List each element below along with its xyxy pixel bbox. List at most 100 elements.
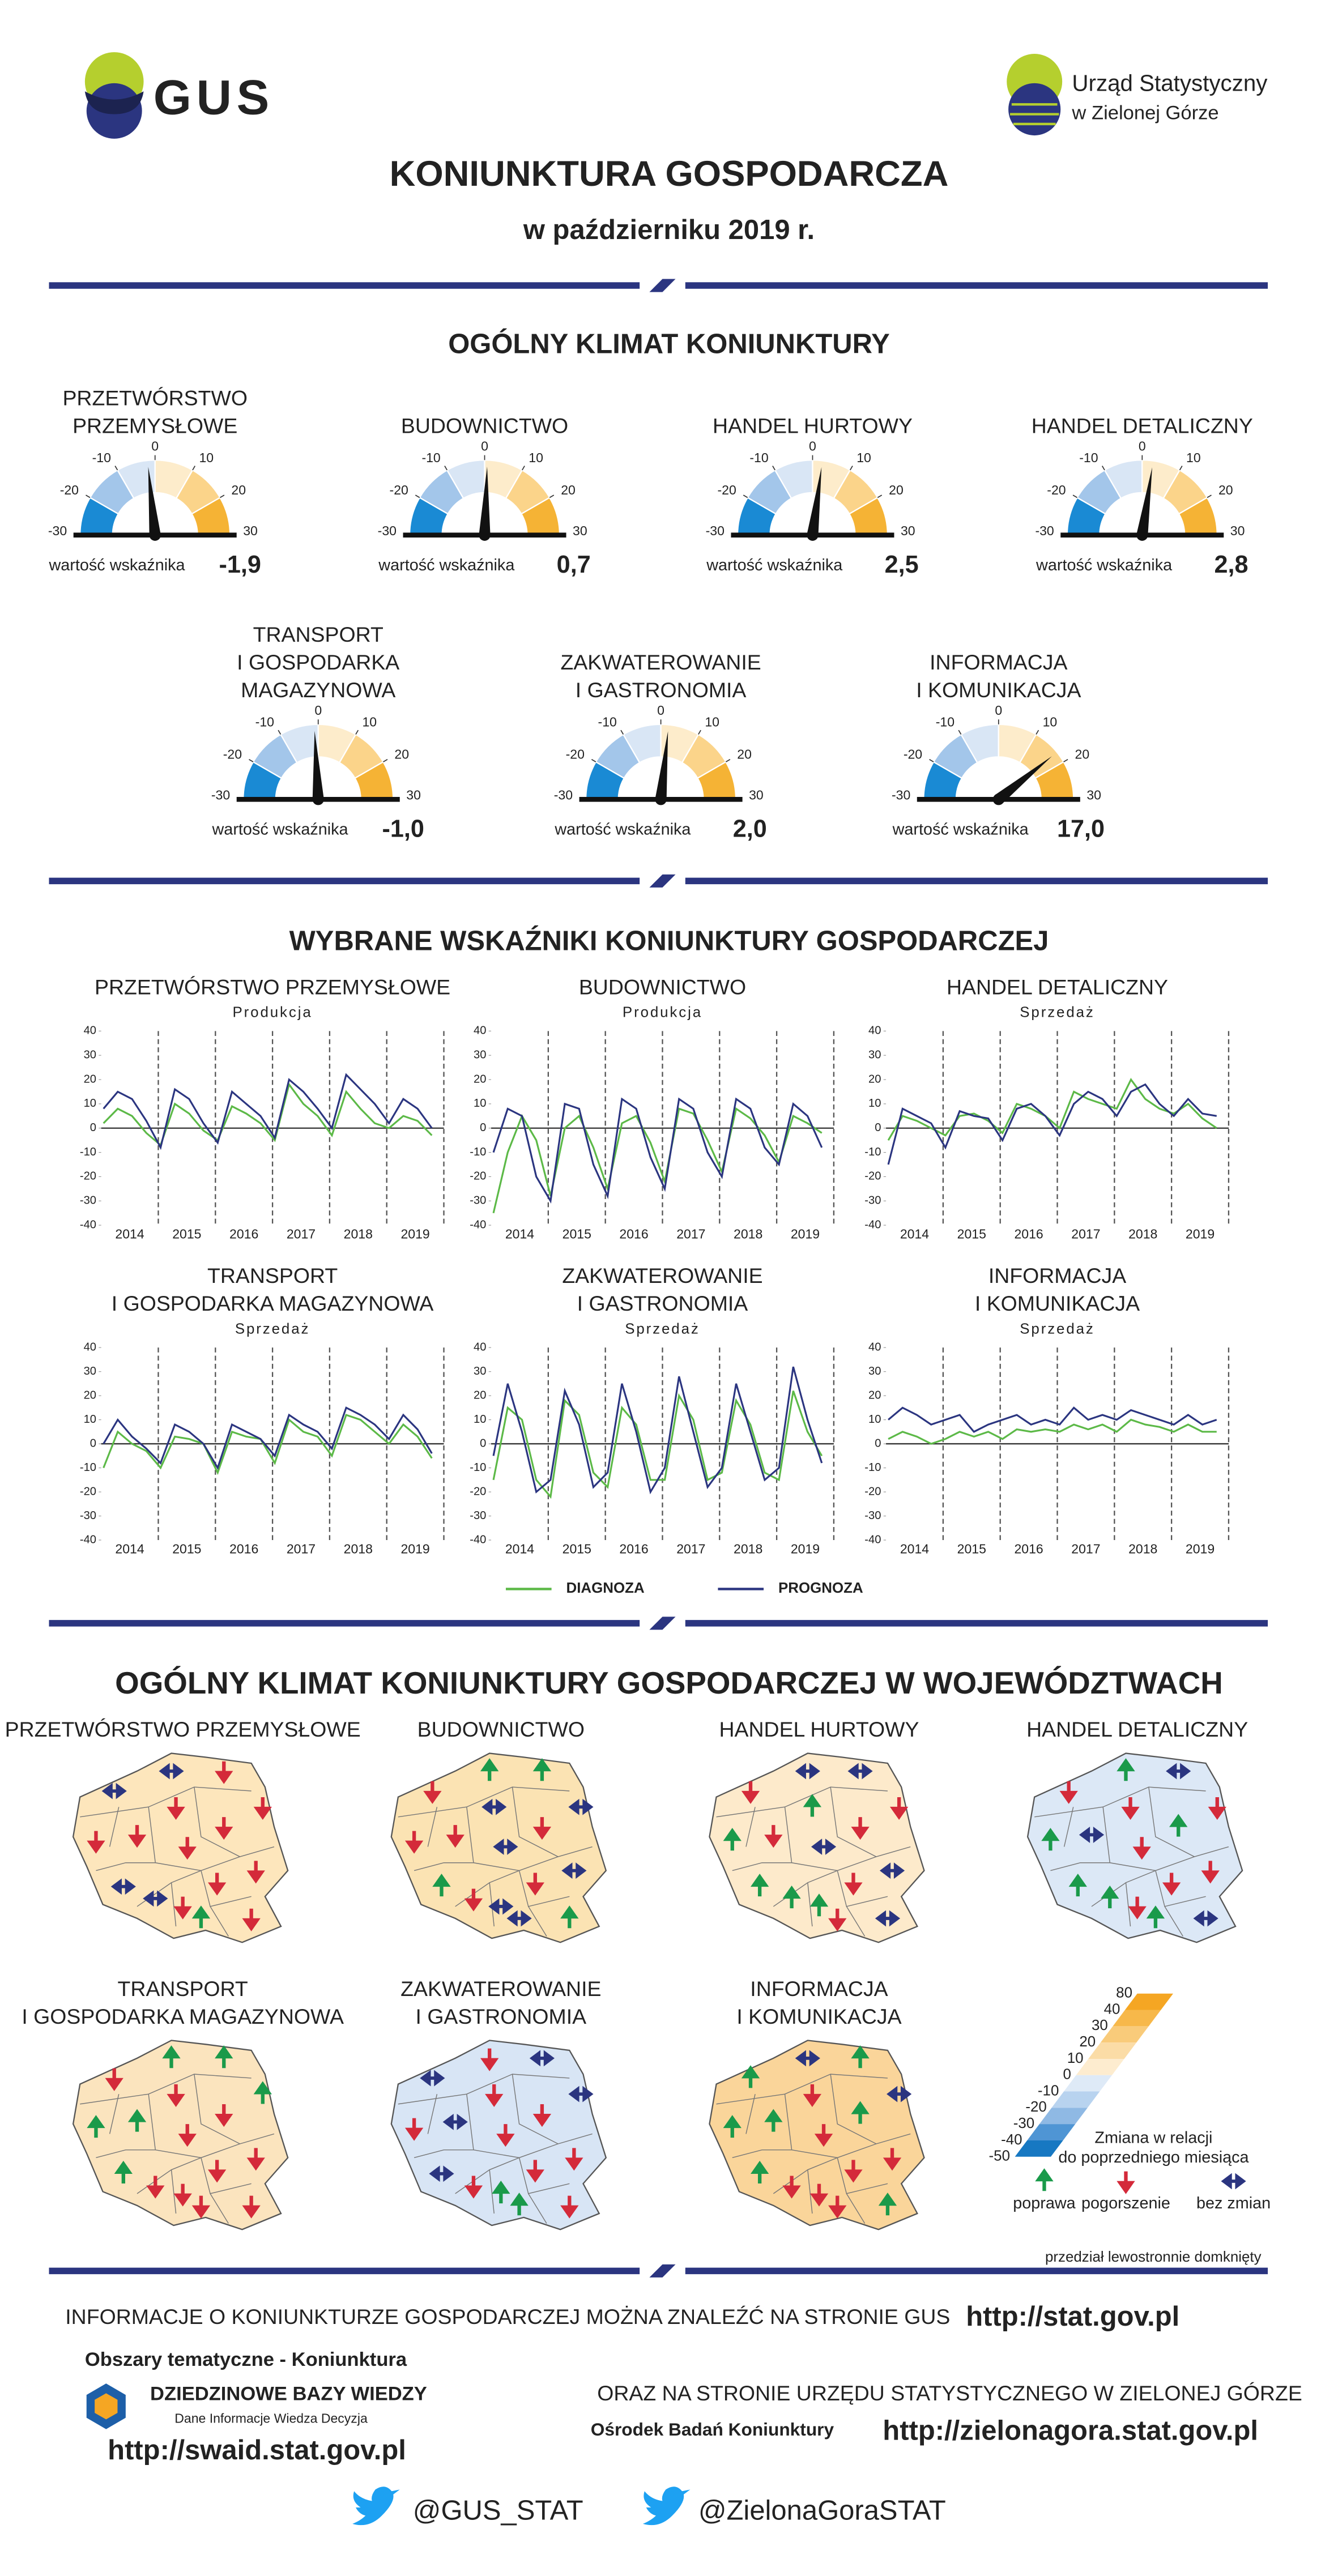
y-tick-label: 30 xyxy=(868,1049,881,1061)
chart-subtitle: Sprzedaż xyxy=(1020,1005,1095,1021)
chart-title: I GASTRONOMIA xyxy=(577,1291,748,1315)
office-name: w Zielonej Górze xyxy=(1071,103,1218,124)
region-border xyxy=(512,2074,593,2144)
region-arrow xyxy=(496,2124,515,2147)
gauge-tick-label: 30 xyxy=(243,523,258,538)
y-tick-label: -10 xyxy=(80,1146,96,1158)
region-arrow xyxy=(178,2124,197,2147)
chart-title: INFORMACJA xyxy=(988,1264,1126,1287)
gauge-hub xyxy=(807,529,819,541)
series-line xyxy=(492,1107,823,1214)
region-arrow xyxy=(429,2165,454,2182)
gauge-tick-label: -20 xyxy=(390,483,408,497)
gauge-needle xyxy=(995,756,1052,804)
y-tick-label: -10 xyxy=(470,1146,486,1158)
region-arrow xyxy=(493,1839,518,1855)
map-title: ZAKWATEROWANIE xyxy=(400,1977,601,2001)
region-border xyxy=(846,2193,866,2224)
legend-arrow xyxy=(1035,2168,1054,2191)
region-arrow xyxy=(404,2118,424,2141)
region-border xyxy=(1164,1906,1183,1937)
region-arrow xyxy=(167,2084,185,2107)
map-title: I GASTRONOMIA xyxy=(416,2004,587,2028)
region-arrow xyxy=(423,1781,442,1804)
gauge-tick xyxy=(522,466,525,471)
y-tick-label: -20 xyxy=(470,1170,486,1183)
region-border xyxy=(716,2074,888,2105)
region-arrow xyxy=(162,2045,181,2069)
x-tick-label: 2018 xyxy=(344,1226,373,1241)
y-tick-label: 10 xyxy=(84,1413,96,1426)
separator xyxy=(49,282,640,289)
x-tick-label: 2016 xyxy=(229,1541,258,1556)
y-tick-label: 40 xyxy=(84,1341,96,1353)
separator-slash xyxy=(649,1617,676,1630)
y-tick-label: 30 xyxy=(474,1049,486,1061)
x-tick-label: 2014 xyxy=(115,1226,144,1241)
gauge-tick xyxy=(620,730,624,735)
region-arrow xyxy=(1101,1886,1119,1909)
link: http://zielonagora.stat.gov.pl xyxy=(883,2415,1258,2446)
region-arrow xyxy=(782,2176,801,2199)
gauge-tick-label: 10 xyxy=(199,450,214,465)
gauge-hub xyxy=(1136,529,1148,541)
region-arrow xyxy=(480,2048,499,2071)
gauge-tick-label: -20 xyxy=(566,747,585,762)
gauge-value: 2,0 xyxy=(733,815,767,842)
twitter-icon xyxy=(352,2487,400,2526)
y-tick-label: -40 xyxy=(864,1218,881,1231)
gauge-tick xyxy=(877,494,883,498)
y-tick-label: 0 xyxy=(480,1437,486,1449)
gauge-tick xyxy=(86,494,91,498)
chart-title: BUDOWNICTWO xyxy=(579,975,746,999)
obk-name: Ośrodek Badań Koniunktury xyxy=(591,2419,834,2439)
region-border xyxy=(96,2094,156,2159)
y-tick-label: 40 xyxy=(84,1025,96,1037)
gauge-tick-label: -30 xyxy=(211,788,230,803)
twitter-handle: @ZielonaGoraSTAT xyxy=(698,2496,946,2526)
y-tick-label: 20 xyxy=(84,1073,96,1085)
region-arrow xyxy=(795,1763,820,1780)
gauge-tick-label: -20 xyxy=(60,483,79,497)
region-arrow xyxy=(207,1873,227,1896)
region-arrow xyxy=(1128,1896,1147,1920)
region-arrow xyxy=(1079,1827,1105,1843)
region-arrow xyxy=(1201,1861,1220,1884)
gauge-tick-label: -10 xyxy=(92,450,111,465)
region-arrow xyxy=(750,1873,769,1897)
scale-band xyxy=(1088,2042,1137,2059)
region-arrow xyxy=(215,2045,233,2069)
scale-label: 10 xyxy=(1067,2050,1084,2066)
gauge-tick xyxy=(849,466,853,471)
x-tick-label: 2016 xyxy=(1014,1226,1043,1241)
y-tick-label: 40 xyxy=(474,1025,486,1037)
gauge-tick xyxy=(591,759,596,762)
y-tick-label: 0 xyxy=(480,1121,486,1134)
chart-subtitle: Sprzedaż xyxy=(235,1321,310,1337)
region-arrow xyxy=(568,1798,594,1815)
gauge-tick-label: -10 xyxy=(598,715,617,730)
y-tick-label: 0 xyxy=(90,1437,96,1449)
twitter-handle: @GUS_STAT xyxy=(413,2496,583,2526)
y-tick-label: -30 xyxy=(470,1509,486,1522)
region-arrow xyxy=(803,2084,822,2107)
region-arrow xyxy=(1162,1873,1181,1896)
region-border xyxy=(830,2074,911,2144)
region-arrow xyxy=(404,1831,424,1854)
region-arrow xyxy=(446,1825,465,1848)
y-tick-label: 20 xyxy=(474,1389,486,1401)
scale-band xyxy=(1039,2108,1088,2125)
gauge-tick-label: 30 xyxy=(749,788,764,803)
region-arrow xyxy=(750,2160,769,2183)
region-arrow xyxy=(127,2109,147,2132)
gauge-name: PRZEMYSŁOWE xyxy=(73,414,237,438)
region-arrow xyxy=(488,1898,514,1915)
region-border xyxy=(1034,1786,1206,1818)
region-arrow xyxy=(246,2148,265,2171)
gauge-tick xyxy=(725,759,731,762)
gauge-tick xyxy=(1179,466,1183,471)
region-arrow xyxy=(889,1797,909,1820)
gauge-name: ZAKWATEROWANIE xyxy=(560,650,761,674)
